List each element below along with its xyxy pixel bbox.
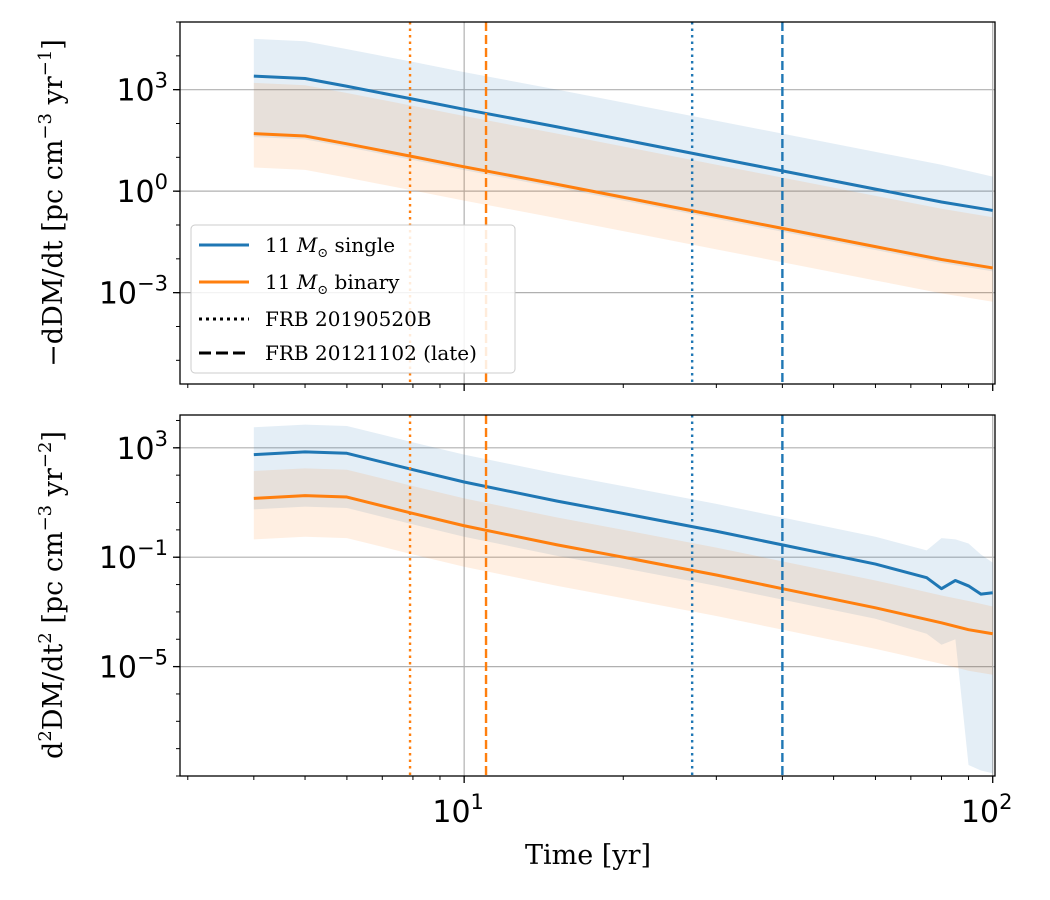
top-bands — [253, 38, 993, 302]
bottom-lines — [253, 450, 993, 636]
series-line — [253, 132, 993, 270]
legend-label-single: 11 M⊙ single — [265, 233, 395, 261]
top-lines — [253, 74, 993, 270]
top-ylabel: −dDM/dt [pc cm−3 yr−1] — [35, 39, 69, 367]
panel-top-ddm-dt: 103 100 10−3 −dDM/dt [pc cm−3 yr−1] 11 M⊙ … — [35, 21, 996, 391]
bottom-ticks — [173, 419, 994, 783]
y-tick-label: 103 — [116, 69, 168, 109]
bottom-grid — [180, 415, 995, 776]
series-line — [253, 494, 993, 636]
bottom-bands — [253, 424, 993, 774]
series-line — [253, 74, 993, 212]
legend-label-frb-20121102-late: FRB 20121102 (late) — [265, 341, 477, 365]
y-tick-label: 10−1 — [99, 536, 168, 576]
bottom-xticklabels: 101 102 — [432, 790, 1012, 830]
bottom-vlines — [408, 415, 784, 776]
legend-frame — [190, 224, 516, 374]
uncertainty-band — [253, 424, 993, 774]
y-tick-label: 10−3 — [99, 272, 168, 312]
top-ticks — [173, 21, 994, 391]
x-tick-label: 102 — [961, 790, 1013, 830]
uncertainty-band — [253, 38, 993, 272]
legend-label-frb-20190520b: FRB 20190520B — [265, 307, 431, 331]
bottom-yticklabels: 103 10−1 10−5 — [99, 427, 168, 686]
legend-label-binary: 11 M⊙ binary — [265, 270, 400, 298]
bottom-ylabel: d2DM/dt2 [pc cm−3 yr−2] — [35, 431, 69, 759]
top-axes-frame — [179, 21, 996, 385]
y-tick-label: 103 — [116, 427, 168, 467]
panel-bottom-d2dm-dt2: 103 10−1 10−5 101 102 d2DM/dt2 [pc cm−3 yr−… — [35, 414, 1012, 871]
y-tick-label: 100 — [116, 170, 168, 210]
uncertainty-band — [253, 82, 993, 302]
x-axis-label: Time [yr] — [525, 840, 651, 871]
y-tick-label: 10−5 — [99, 646, 168, 686]
legend: 11 M⊙ single 11 M⊙ binary FRB 20190520B … — [190, 224, 516, 374]
bottom-axes-frame — [179, 414, 996, 777]
series-line — [253, 450, 993, 596]
x-tick-label: 101 — [432, 790, 484, 830]
top-yticklabels: 103 100 10−3 — [99, 69, 168, 312]
